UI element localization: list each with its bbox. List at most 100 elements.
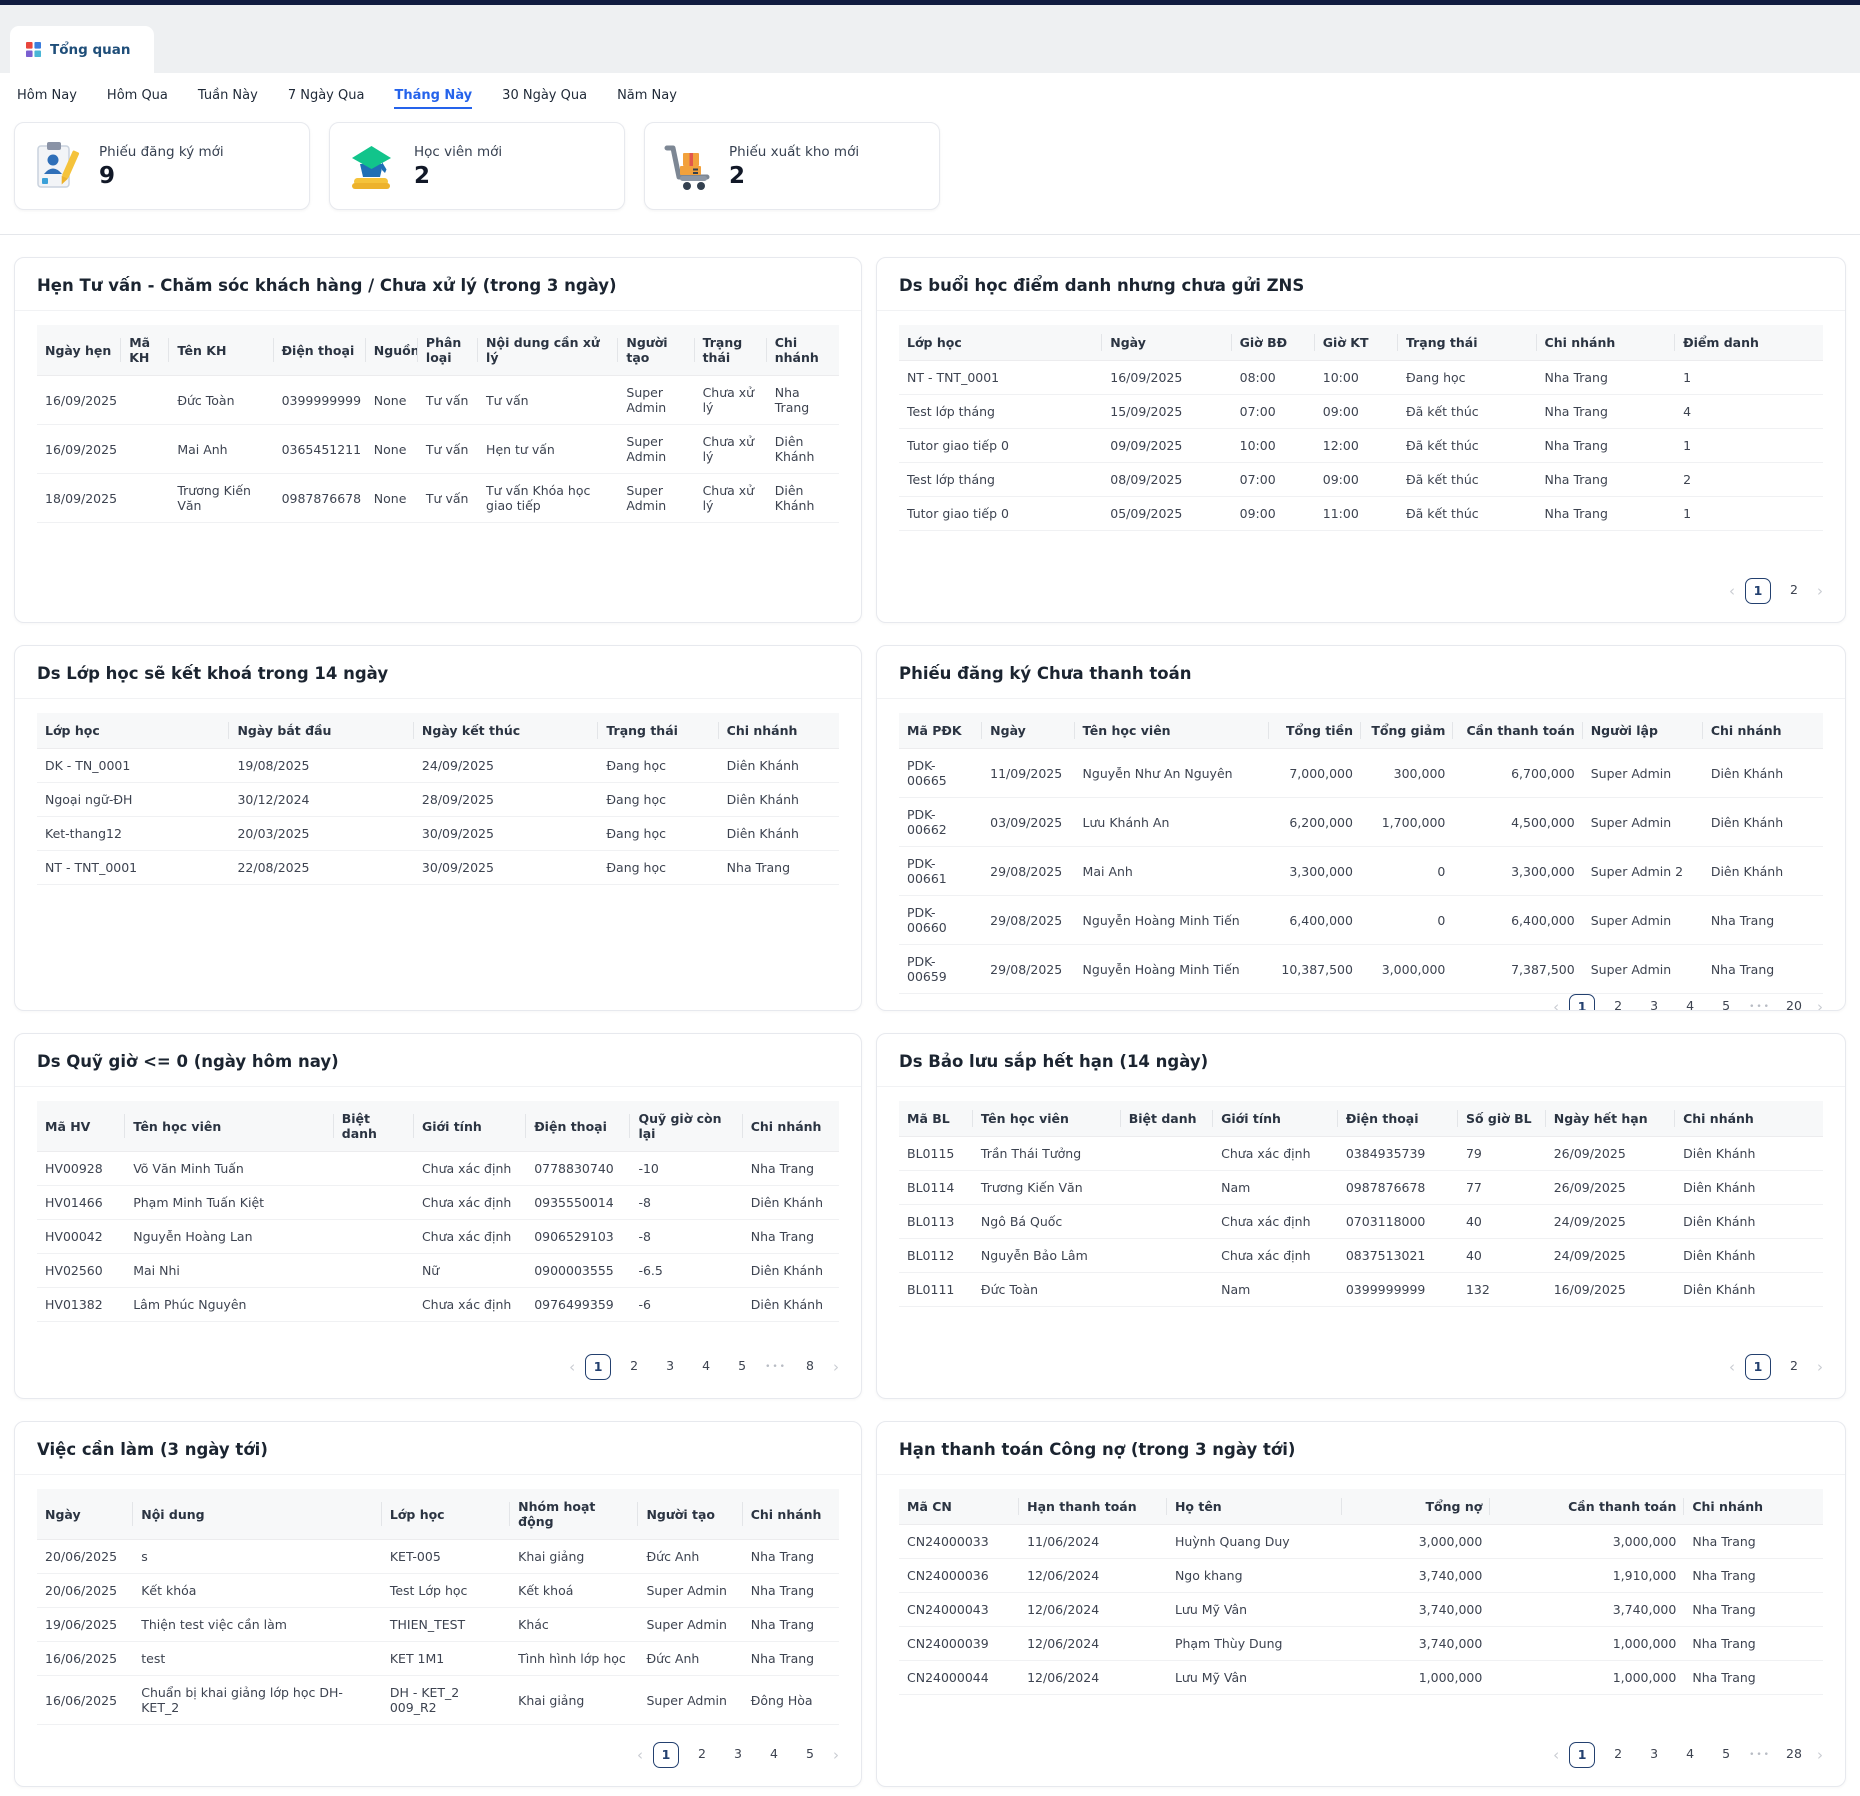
pagination-page[interactable]: 2 [698,1746,706,1761]
pagination-page[interactable]: 5 [738,1358,747,1373]
table-row[interactable]: Ngoại ngữ-ĐH 30/12/2024 28/09/2025 Đang học… [37,782,839,817]
table-cell: Super Admin [1582,797,1703,847]
filter-item[interactable]: 30 Ngày Qua [502,88,588,103]
pagination-page[interactable]: 8 [806,1358,814,1373]
table-row[interactable]: Tutor giao tiếp 0 05/09/2025 09:00 11:00 Đã … [899,496,1823,531]
table-row[interactable]: 19/06/2025 Thiện test việc cần làm THIEN_T… [37,1607,839,1642]
pagination-prev-icon[interactable]: ‹ [1553,1746,1560,1764]
table-row[interactable]: HV00928 Võ Văn Minh Tuấn Chưa xác định 0778… [37,1151,839,1186]
table-row[interactable]: NT - TNT_0001 22/08/2025 30/09/2025 Đang họ… [37,850,839,885]
table-row[interactable]: CN24000044 12/06/2024 Lưu Mỹ Vân 1,000,000 1… [899,1660,1823,1695]
pagination-page[interactable]: 3 [734,1746,742,1761]
stat-card-warehouse-exports[interactable]: Phiếu xuất kho mới 2 [644,122,940,210]
table-row[interactable]: 20/06/2025 Kết khóa Test Lớp học Kết khoá Su… [37,1573,839,1608]
pagination-page[interactable]: 1 [1745,578,1771,604]
pagination-next-icon[interactable]: › [1817,998,1823,1011]
table-cell: Test lớp tháng [899,394,1103,429]
pagination-prev-icon[interactable]: ‹ [1553,998,1560,1011]
table-cell: Nha Trang [742,1219,839,1254]
table-row[interactable]: PDK-00660 29/08/2025 Nguyễn Hoàng Minh Tiế… [899,895,1823,945]
table-row[interactable]: 16/09/2025 Mai Anh 0365451211 None Tư vấn Hẹn… [37,424,839,474]
table-cell: Mai Nhi [125,1253,334,1288]
pagination-page[interactable]: 2 [1614,1746,1623,1761]
table-row[interactable]: Test lớp tháng 15/09/2025 07:00 09:00 Đã kết… [899,394,1823,429]
table-row[interactable]: DK - TN_0001 19/08/2025 24/09/2025 Đang học… [37,748,839,783]
table-row[interactable]: BL0113 Ngô Bá Quốc Chưa xác định 0703118000… [899,1204,1823,1239]
pagination-page[interactable]: 4 [1686,998,1695,1011]
table-row[interactable]: 20/06/2025 s KET-005 Khai giảng Đức Anh Nha T… [37,1539,839,1574]
pagination-page[interactable]: 4 [702,1358,711,1373]
table-row[interactable]: CN24000036 12/06/2024 Ngo khang 3,740,000 1,… [899,1558,1823,1593]
table-cell: Huỳnh Quang Duy [1166,1524,1343,1559]
pagination-page[interactable]: 4 [770,1746,778,1761]
filter-item[interactable]: Hôm Qua [106,88,168,103]
table-cell: 1 [1675,360,1823,395]
table-row[interactable]: Ket-thang12 20/03/2025 30/09/2025 Đang học D… [37,816,839,851]
table-row[interactable]: BL0114 Trương Kiến Văn Nam 0987876678 77 26/0… [899,1170,1823,1205]
pagination-prev-icon[interactable]: ‹ [1729,1358,1735,1376]
table-row[interactable]: 16/09/2025 Đức Toàn 0399999999 None Tư vấn Tư… [37,375,839,425]
filter-item[interactable]: 7 Ngày Qua [287,88,365,103]
table-row[interactable]: NT - TNT_0001 16/09/2025 08:00 10:00 Đang họ… [899,360,1823,395]
pagination-page[interactable]: 28 [1786,1746,1802,1761]
pagination-next-icon[interactable]: › [1817,582,1823,600]
pagination-prev-icon[interactable]: ‹ [1729,582,1735,600]
table-row[interactable]: CN24000043 12/06/2024 Lưu Mỹ Vân 3,740,000 3… [899,1592,1823,1627]
table-row[interactable]: PDK-00659 29/08/2025 Nguyễn Hoàng Minh Tiế… [899,944,1823,994]
filter-item[interactable]: Tháng Này [394,88,473,109]
pagination-page[interactable]: 1 [585,1354,612,1380]
pagination-next-icon[interactable]: › [1817,1746,1823,1764]
table-cell: 07:00 [1231,394,1315,429]
table-row[interactable]: CN24000033 11/06/2024 Huỳnh Quang Duy 3,000… [899,1524,1823,1559]
pagination-prev-icon[interactable]: ‹ [569,1358,576,1376]
pagination-page[interactable]: 4 [1686,1746,1695,1761]
pagination-page[interactable]: 20 [1786,998,1802,1011]
table-row[interactable]: 18/09/2025 Trương Kiến Văn 0987876678 None T… [37,473,839,523]
filter-item[interactable]: Hôm Nay [17,88,77,103]
table-cell: HV01382 [37,1287,126,1322]
pagination-page[interactable]: 5 [1722,998,1731,1011]
stat-card-registrations[interactable]: Phiếu đăng ký mới 9 [14,122,310,210]
table-row[interactable]: PDK-00665 11/09/2025 Nguyễn Như An Nguyên 7… [899,748,1823,798]
table-row[interactable]: HV00042 Nguyễn Hoàng Lan Chưa xác định 0906… [37,1219,839,1254]
table-row[interactable]: 16/06/2025 test KET 1M1 Tình hình lớp học Đứ… [37,1641,839,1676]
pagination-page[interactable]: 2 [1790,1358,1798,1373]
filter-item[interactable]: Tuần Này [197,88,258,103]
grid-icon [26,42,41,57]
pagination-prev-icon[interactable]: ‹ [637,1746,643,1764]
table-row[interactable]: BL0112 Nguyễn Bảo Lâm Chưa xác định 0837513… [899,1238,1823,1273]
table-row[interactable]: PDK-00661 29/08/2025 Mai Anh 3,300,000 0 3,30… [899,846,1823,896]
pagination-next-icon[interactable]: › [1817,1358,1823,1376]
pagination-page[interactable]: 2 [630,1358,639,1373]
pagination-page[interactable]: 1 [1569,1742,1596,1768]
table-row[interactable]: PDK-00662 03/09/2025 Lưu Khánh An 6,200,000… [899,797,1823,847]
table-row[interactable]: HV01382 Lâm Phúc Nguyên Chưa xác định 09764… [37,1287,839,1322]
table-row[interactable]: HV02560 Mai Nhi Nữ 0900003555 -6.5 Diên Khánh [37,1253,839,1288]
pagination-page[interactable]: 3 [1650,998,1659,1011]
table-row[interactable]: BL0115 Trần Thái Tưởng Chưa xác định 038493… [899,1136,1823,1171]
pagination-page[interactable]: 3 [666,1358,675,1373]
table-row[interactable]: Test lớp tháng 08/09/2025 07:00 09:00 Đã kết… [899,462,1823,497]
pagination-page[interactable]: 2 [1614,998,1623,1011]
tab-tong-quan[interactable]: Tổng quan [10,26,155,73]
pagination-page[interactable]: 1 [653,1742,679,1768]
table-cell: Diên Khánh [718,748,839,783]
table-row[interactable]: Tutor giao tiếp 0 09/09/2025 10:00 12:00 Đã … [899,428,1823,463]
column-header: Chi nhánh [742,1489,839,1540]
table-row[interactable]: 16/06/2025 Chuẩn bị khai giảng lớp học DH… [37,1675,839,1725]
pagination-page[interactable]: 1 [1569,994,1596,1010]
pagination-next-icon[interactable]: › [833,1358,839,1376]
stat-card-new-students[interactable]: Học viên mới 2 [329,122,625,210]
pagination-page[interactable]: 1 [1745,1354,1771,1380]
pagination-next-icon[interactable]: › [833,1746,839,1764]
pagination-page[interactable]: 2 [1790,582,1798,597]
column-header: Tổng tiền [1268,713,1362,749]
table-row[interactable]: HV01466 Phạm Minh Tuấn Kiệt Chưa xác định 0… [37,1185,839,1220]
filter-item[interactable]: Năm Nay [617,88,677,103]
stat-cards: Phiếu đăng ký mới 9 Học viên mới 2 [0,118,1860,210]
table-row[interactable]: BL0111 Đức Toàn Nam 0399999999 132 16/09/2025… [899,1272,1823,1307]
pagination-page[interactable]: 3 [1650,1746,1659,1761]
pagination-page[interactable]: 5 [806,1746,814,1761]
table-row[interactable]: CN24000039 12/06/2024 Phạm Thùy Dung 3,740,… [899,1626,1823,1661]
pagination-page[interactable]: 5 [1722,1746,1731,1761]
